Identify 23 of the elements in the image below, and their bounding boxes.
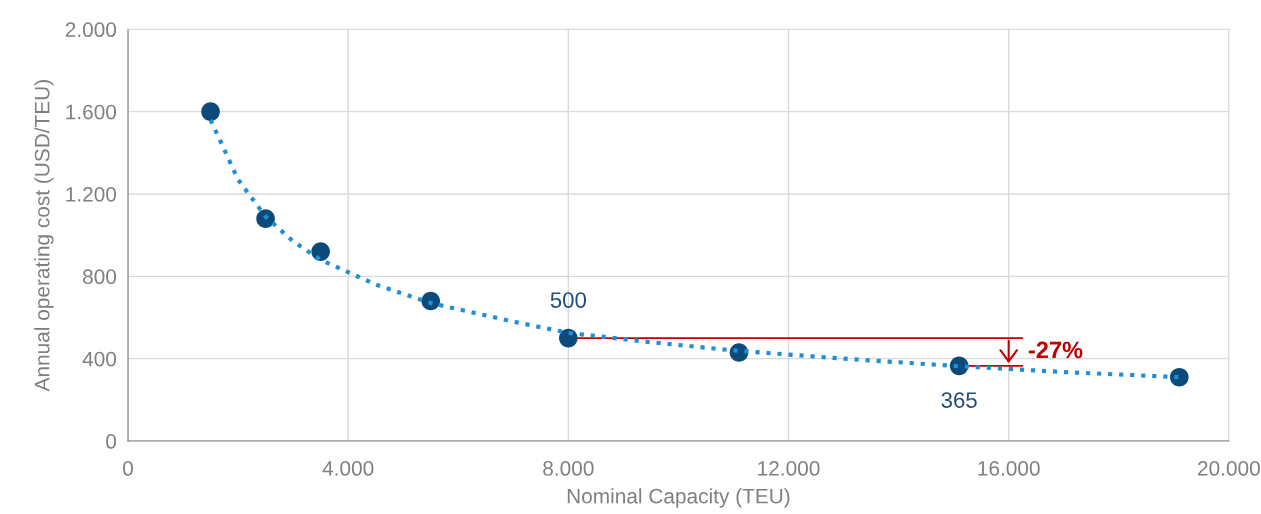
y-axis-title: Annual operating cost (USD/TEU) bbox=[34, 80, 54, 392]
point bbox=[1169, 367, 1189, 387]
x-axis-title: Nominal Capacity (TEU) bbox=[567, 488, 790, 508]
y-tick-label: 1.200 bbox=[66, 186, 117, 202]
point bbox=[256, 209, 275, 228]
x-tick-label: 8.000 bbox=[543, 461, 594, 476]
x-tick-label: 16.000 bbox=[978, 461, 1040, 476]
y-tick-label: 2.000 bbox=[65, 22, 117, 38]
data-label: 365 bbox=[941, 392, 977, 408]
point bbox=[421, 291, 441, 311]
point bbox=[559, 328, 578, 348]
y-tick-label: 800 bbox=[83, 269, 117, 285]
x-tick-label: 0 bbox=[123, 461, 133, 476]
annotation: -27% bbox=[1028, 341, 1083, 359]
x-tick-label: 20.000 bbox=[1198, 461, 1260, 476]
data-label: 500 bbox=[550, 292, 586, 308]
y-tick-label: 0 bbox=[106, 434, 117, 449]
y-tick-label: 400 bbox=[82, 351, 117, 367]
y-tick-label: 1.600 bbox=[66, 104, 117, 120]
point bbox=[201, 102, 220, 121]
point bbox=[311, 242, 330, 261]
x-tick-label: 4.000 bbox=[322, 461, 374, 476]
x-tick-label: 12.000 bbox=[758, 461, 820, 476]
